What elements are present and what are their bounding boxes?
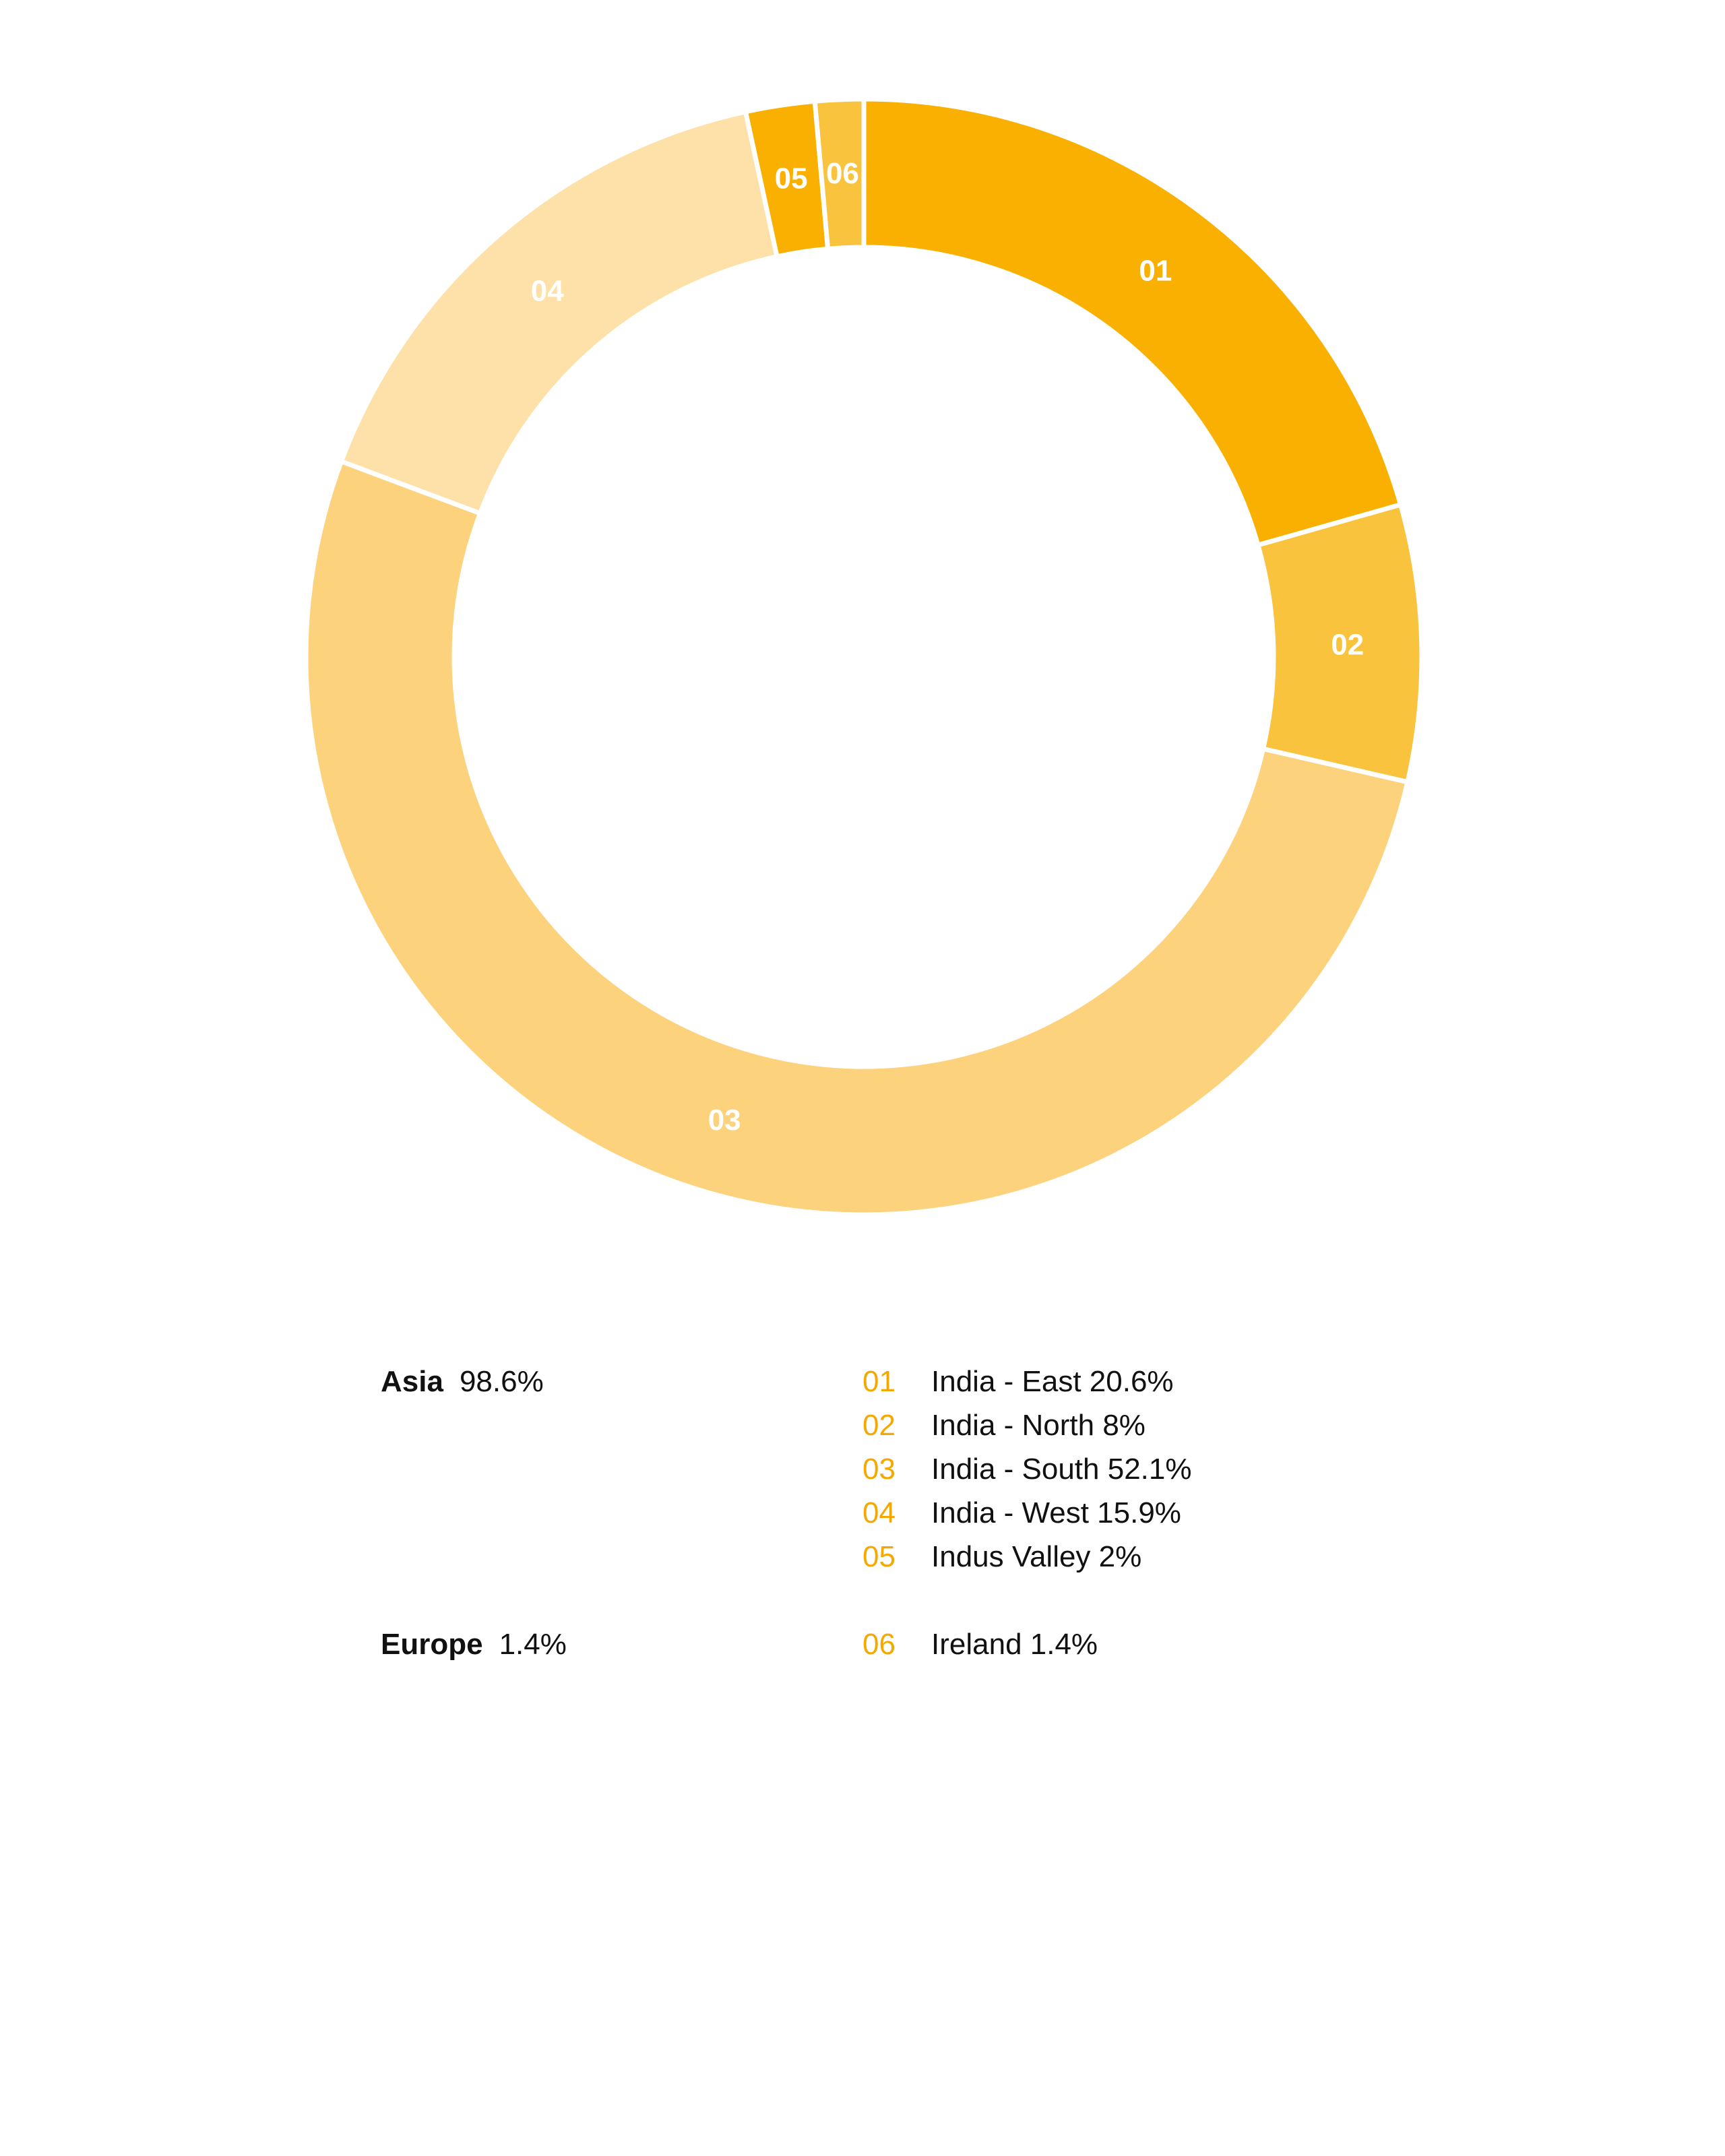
legend-group-name: Europe [381,1628,483,1661]
legend-item-code: 02 [862,1409,896,1442]
legend-item-label: India - South 52.1% [931,1453,1192,1486]
legend-item-label: Indus Valley 2% [931,1540,1142,1573]
donut-segment-01 [861,96,1404,548]
legend-item-label: India - West 15.9% [931,1496,1181,1529]
legend-item-code: 04 [862,1496,896,1529]
legend-items: 01 India - East 20.6% 02 India - North 8% 03… [862,1360,1191,1579]
donut-segment-03 [303,458,1411,1217]
donut-segment-06 [812,96,867,252]
legend-item-label: India - East 20.6% [931,1365,1174,1398]
legend-item-01: 01 India - East 20.6% [862,1360,1191,1403]
segment-label-01: 01 [1139,255,1172,288]
legend-item-code: 06 [862,1628,896,1661]
donut-chart: 01 02 03 04 05 06 [303,96,1424,1217]
legend-group-heading: Europe 1.4% [381,1622,567,1666]
segment-label-04: 04 [531,274,564,307]
legend-group-value: 1.4% [499,1628,567,1661]
legend-item-code: 01 [862,1365,896,1398]
legend-group-value: 98.6% [459,1365,544,1398]
legend-item-06: 06 Ireland 1.4% [862,1622,1098,1666]
donut-segment-04 [338,108,780,517]
legend-items: 06 Ireland 1.4% [862,1622,1098,1666]
legend-item-code: 03 [862,1453,896,1486]
legend-item-code: 05 [862,1540,896,1573]
legend-group-name: Asia [381,1365,443,1398]
legend-group-heading: Asia 98.6% [381,1360,544,1403]
legend-item-03: 03 India - South 52.1% [862,1447,1191,1491]
segment-label-06: 06 [826,157,859,190]
legend-item-02: 02 India - North 8% [862,1403,1191,1447]
legend-item-label: India - North 8% [931,1409,1146,1442]
donut-segment-labels: 01 02 03 04 05 06 [531,157,1364,1137]
segment-label-03: 03 [708,1104,741,1137]
legend-item-05: 05 Indus Valley 2% [862,1535,1191,1579]
donut-segments [303,96,1424,1217]
segment-label-05: 05 [775,162,808,195]
legend-item-04: 04 India - West 15.9% [862,1491,1191,1535]
segment-label-02: 02 [1331,628,1364,661]
legend-item-label: Ireland 1.4% [931,1628,1098,1661]
